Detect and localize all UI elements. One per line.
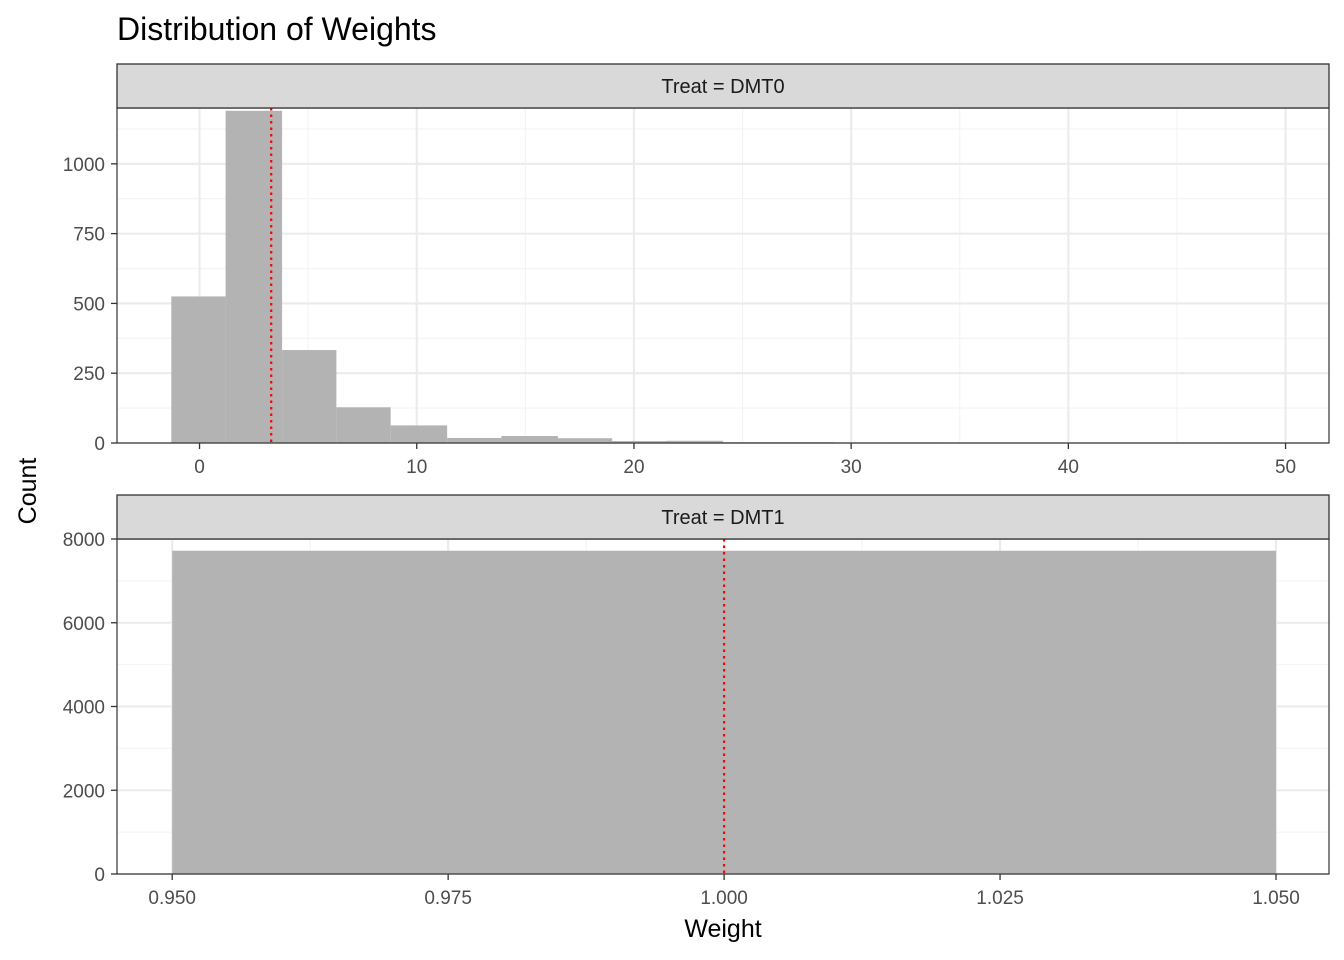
histogram-bar (282, 350, 337, 443)
x-tick-label: 10 (406, 457, 427, 478)
x-tick-label: 0.950 (148, 888, 196, 909)
y-tick-label: 0 (94, 434, 105, 455)
histogram-bar (447, 437, 502, 443)
histogram-bar (612, 441, 667, 443)
histogram-bar (390, 425, 448, 443)
facet-strip (116, 63, 1330, 109)
x-tick-label: 1.000 (700, 888, 748, 909)
facet-strip-label: Treat = DMT0 (661, 76, 784, 98)
facet-strip (116, 494, 1330, 540)
y-tick-label: 6000 (63, 614, 105, 635)
histogram-bar (557, 438, 613, 443)
x-tick-label: 0 (194, 457, 205, 478)
histogram-bar (171, 296, 226, 443)
facet-panel-2: Treat = DMT1 0 2000 4000 6000 8000 0.950 0.975 1… (63, 494, 1330, 909)
y-tick-label: 0 (94, 865, 105, 886)
histogram-bar (225, 110, 283, 444)
x-tick-label: 20 (623, 457, 644, 478)
y-tick-label: 750 (73, 225, 105, 246)
facet-strip-label: Treat = DMT1 (661, 507, 784, 529)
y-tick-label: 1000 (63, 155, 105, 176)
histogram-bar (501, 436, 558, 443)
x-tick-label: 0.975 (424, 888, 472, 909)
x-tick-label: 40 (1058, 457, 1079, 478)
y-tick-label: 2000 (63, 781, 105, 802)
y-axis-title: Count (14, 458, 42, 525)
x-tick-label: 1.025 (976, 888, 1024, 909)
x-tick-label: 30 (841, 457, 862, 478)
x-axis-title: Weight (684, 915, 761, 943)
y-tick-label: 4000 (63, 698, 105, 719)
histogram-bar (666, 440, 723, 443)
y-tick-label: 8000 (63, 530, 105, 551)
facet-panel-1: Treat = DMT0 0 250 500 750 1000 0 10 20 30 40 50 (63, 63, 1330, 478)
x-tick-label: 50 (1275, 457, 1296, 478)
histogram-bar (336, 407, 391, 443)
y-tick-label: 250 (73, 364, 105, 385)
plot-title: Distribution of Weights (117, 11, 437, 47)
x-tick-label: 1.050 (1252, 888, 1300, 909)
y-tick-label: 500 (73, 294, 105, 315)
